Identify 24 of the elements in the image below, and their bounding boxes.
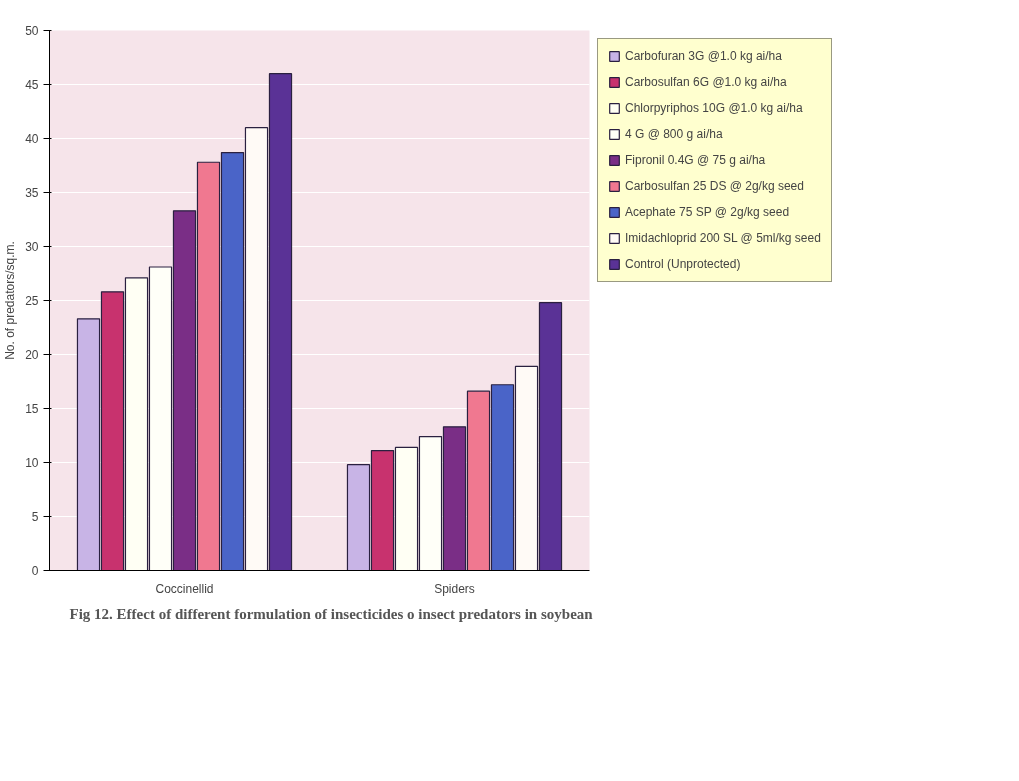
- legend-label: 4 G @ 800 g ai/ha: [625, 127, 723, 141]
- x-tick-label: Coccinellid: [155, 581, 214, 596]
- y-tick-label: 15: [25, 402, 39, 416]
- legend-label: Chlorpyriphos 10G @1.0 kg ai/ha: [625, 101, 803, 115]
- legend-label: Carbofuran 3G @1.0 kg ai/ha: [625, 49, 782, 63]
- caption: Fig 12. Effect of different formulation of insecticides o insect predators in soybean: [69, 605, 594, 622]
- legend-label: Imidachloprid 200 SL @ 5ml/kg seed: [625, 231, 821, 245]
- y-tick-label: 35: [25, 186, 39, 200]
- y-tick-label: 45: [25, 78, 39, 92]
- y-tick-label: 25: [25, 294, 39, 308]
- y-tick-label: 10: [25, 456, 39, 470]
- y-tick-label: 50: [25, 24, 39, 38]
- legend-label: Carbosulfan 25 DS @ 2g/kg seed: [625, 179, 804, 193]
- legend-label: Fipronil 0.4G @ 75 g ai/ha: [625, 153, 766, 167]
- y-axis-title: No. of predators/sq.m.: [3, 241, 18, 360]
- legend-label: Control (Unprotected): [625, 257, 741, 271]
- legend-label: Carbosulfan 6G @1.0 kg ai/ha: [625, 75, 787, 89]
- y-tick-label: 20: [25, 348, 39, 362]
- legend-label: Acephate 75 SP @ 2g/kg seed: [625, 205, 790, 219]
- x-tick-label: Spiders: [434, 581, 475, 596]
- y-tick-label: 0: [31, 564, 39, 578]
- y-tick-label: 5: [31, 510, 39, 524]
- y-tick-label: 30: [25, 240, 39, 254]
- y-tick-label: 40: [25, 132, 39, 146]
